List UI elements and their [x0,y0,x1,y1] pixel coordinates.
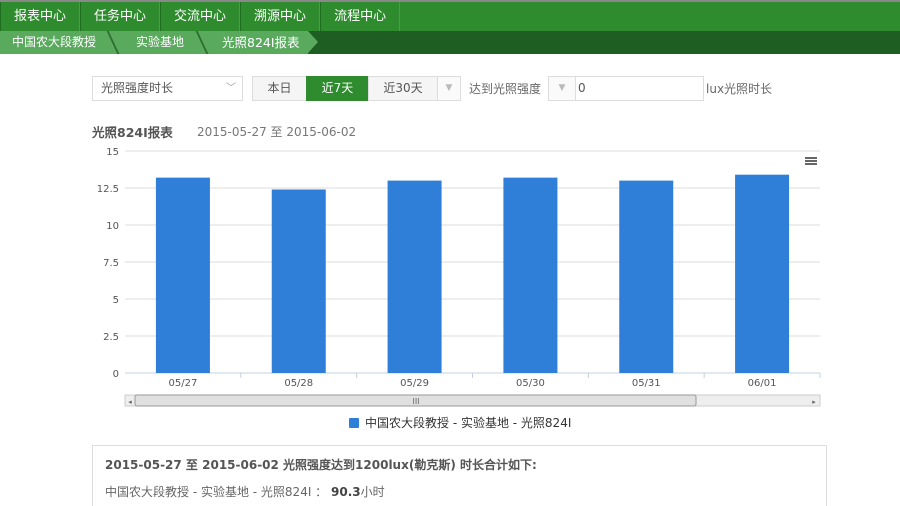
legend-swatch [349,418,359,428]
scrollbar-grip-icon: III [412,397,419,406]
threshold-label: 达到光照强度 [469,82,542,96]
x-tick-label: 05/29 [400,378,429,389]
nav-report-center[interactable]: 报表中心 [0,2,81,31]
bar [155,177,210,373]
breadcrumb-professor[interactable]: 中国农大段教授 [12,35,97,49]
menu-icon [805,160,817,162]
y-tick-label: 12.5 [97,184,119,195]
summary-panel: 2015-05-27 至 2015-06-02 光照强度达到1200lux(勒克… [92,445,827,506]
summary-row-unit: 小时 [360,485,385,499]
bar [503,177,558,373]
x-tick-label: 05/30 [516,378,545,389]
breadcrumb-report[interactable]: 光照824I报表 [0,31,318,54]
nav-task-center[interactable]: 任务中心 [80,2,161,31]
bar [387,180,442,373]
y-tick-label: 7.5 [103,258,119,269]
menu-icon [805,157,817,159]
report-title: 光照824I报表 [92,125,173,140]
range-dropdown-caret[interactable]: ▼ [437,76,461,101]
y-tick-label: 15 [106,147,119,158]
bar [271,189,326,373]
summary-row-value: 90.3 [331,485,361,499]
bar-chart: 0 2.5 5 7.5 10 12.5 15 05/27 05/28 05/29 05/30 05/3… [97,147,821,430]
bar [735,174,790,373]
scroll-left-icon[interactable]: ◂ [128,398,132,406]
last-7-days-button[interactable]: 近7天 [306,76,369,101]
chevron-down-icon: ﹀ [226,83,236,94]
x-tick-label: 06/01 [748,378,777,389]
threshold-dropdown-caret[interactable]: ▼ [548,76,576,101]
x-tick-label: 05/31 [632,378,661,389]
summary-heading: 2015-05-27 至 2015-06-02 光照强度达到1200lux(勒克… [105,458,537,472]
scroll-right-icon[interactable]: ▸ [812,398,816,406]
breadcrumb-base[interactable]: 实验基地 [136,35,185,49]
metric-select[interactable]: 光照强度时长 ﹀ [92,76,243,101]
nav-trace-center[interactable]: 溯源中心 [240,2,321,31]
summary-row: 中国农大段教授 - 实验基地 - 光照824I ： 90.3小时 [105,483,385,500]
x-tick-label: 05/28 [284,378,313,389]
x-tick-label: 05/27 [169,378,198,389]
y-tick-label: 2.5 [103,332,119,343]
bar [619,180,674,373]
nav-exchange-center[interactable]: 交流中心 [160,2,241,31]
breadcrumb-report-label: 光照824I报表 [222,35,300,50]
scrollbar-thumb[interactable] [134,394,697,407]
menu-icon [805,163,817,165]
report-date-range: 2015-05-27 至 2015-06-02 [197,125,357,139]
top-nav: 报表中心 任务中心 交流中心 溯源中心 流程中心 [0,0,900,31]
breadcrumb: 光照824I报表 中国农大段教授 实验基地 [0,31,900,54]
summary-row-label: 中国农大段教授 - 实验基地 - 光照824I ： [105,485,328,499]
last-30-days-button[interactable]: 近30天 [368,76,438,101]
y-tick-label: 5 [113,295,119,306]
y-tick-label: 0 [113,369,119,380]
metric-select-value: 光照强度时长 [101,81,174,95]
nav-process-center[interactable]: 流程中心 [320,2,401,31]
y-tick-label: 10 [106,221,119,232]
threshold-input[interactable]: 0 [575,76,704,101]
unit-label: lux光照时长 [706,82,773,96]
legend-label[interactable]: 中国农大段教授 - 实验基地 - 光照824I [365,415,571,430]
